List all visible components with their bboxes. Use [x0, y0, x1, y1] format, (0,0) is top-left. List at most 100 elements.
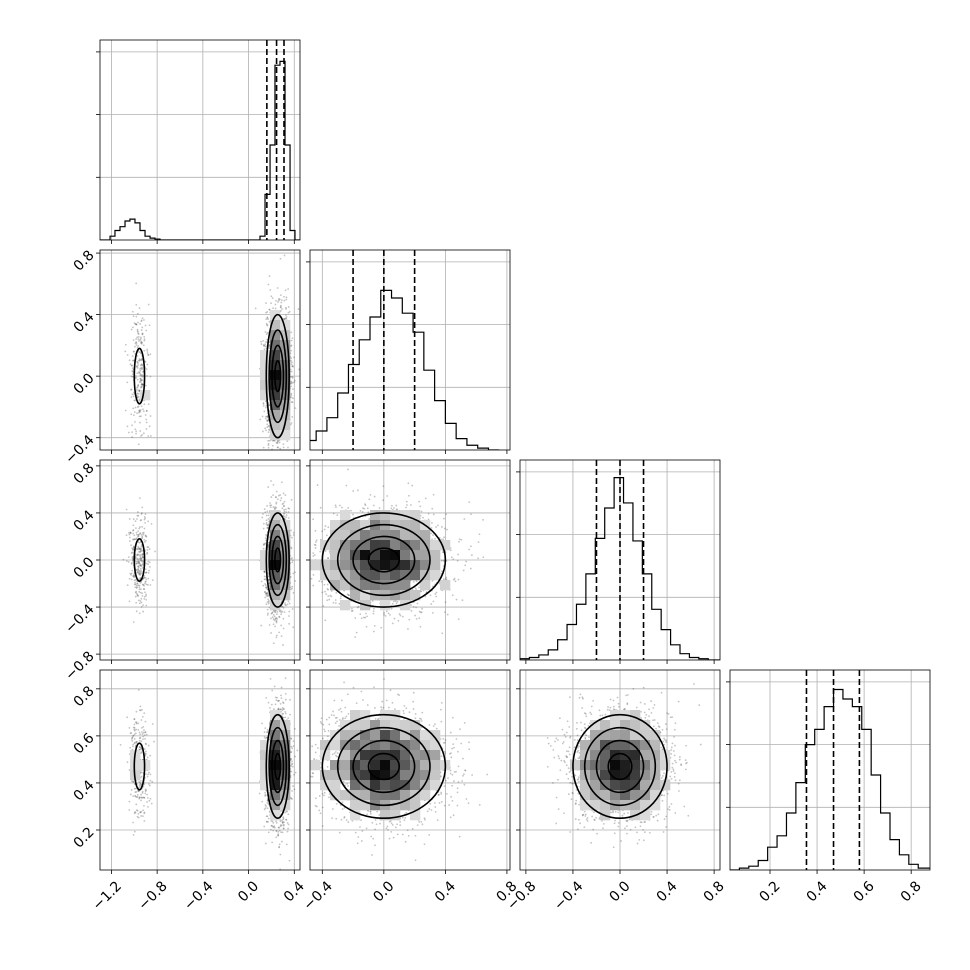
scatter-point	[140, 543, 143, 546]
scatter-point	[276, 287, 279, 289]
scatter-point	[141, 375, 144, 378]
scatter-point	[285, 308, 287, 310]
scatter-point	[139, 564, 142, 567]
scatter-point	[260, 580, 263, 583]
scatter-point	[141, 594, 144, 597]
scatter-point	[140, 367, 143, 370]
scatter-point	[267, 593, 270, 596]
scatter-point	[140, 545, 143, 548]
scatter-point	[264, 537, 267, 540]
scatter-point	[284, 518, 287, 521]
scatter-point	[281, 308, 283, 310]
scatter-point	[275, 634, 278, 637]
density-cell	[140, 390, 151, 401]
scatter-point	[124, 350, 127, 353]
scatter-point	[281, 605, 284, 608]
scatter-point	[145, 604, 148, 607]
scatter-point	[275, 617, 278, 619]
density-cell	[270, 350, 281, 361]
scatter-point	[139, 548, 142, 551]
density-cell	[260, 350, 271, 361]
scatter-point	[135, 601, 138, 604]
scatter-point	[277, 446, 279, 449]
scatter-point	[132, 359, 134, 362]
scatter-point	[139, 553, 142, 556]
scatter-point	[259, 418, 262, 421]
scatter-point	[265, 521, 268, 524]
scatter-point	[131, 436, 134, 438]
scatter-point	[272, 462, 274, 464]
scatter-point	[271, 611, 274, 614]
scatter-point	[130, 552, 133, 555]
scatter-point	[140, 375, 143, 378]
scatter-point	[139, 379, 142, 381]
scatter-point	[137, 568, 140, 571]
scatter-point	[140, 559, 143, 562]
scatter-point	[279, 309, 282, 312]
scatter-point	[142, 562, 144, 565]
scatter-point	[260, 624, 263, 627]
scatter-point	[135, 538, 138, 541]
scatter-point	[138, 570, 141, 572]
scatter-point	[131, 548, 134, 551]
tick-label-y: −0.4	[62, 601, 97, 636]
scatter-point	[134, 428, 137, 431]
scatter-point	[266, 510, 269, 513]
scatter-point	[138, 572, 141, 574]
scatter-point	[141, 583, 144, 586]
scatter-point	[268, 403, 270, 405]
scatter-point	[138, 560, 141, 563]
scatter-point	[137, 389, 140, 392]
scatter-point	[135, 430, 138, 433]
scatter-point	[150, 435, 152, 437]
scatter-point	[291, 559, 294, 562]
scatter-point	[265, 341, 267, 343]
scatter-point	[290, 557, 293, 560]
scatter-point	[136, 366, 139, 369]
scatter-point	[265, 415, 267, 418]
scatter-point	[285, 514, 288, 517]
scatter-point	[291, 536, 293, 539]
scatter-point	[268, 520, 271, 523]
scatter-point	[267, 544, 270, 547]
scatter-point	[144, 324, 147, 327]
scatter-point	[268, 345, 271, 348]
scatter-point	[130, 375, 133, 378]
scatter-point	[146, 546, 149, 548]
scatter-point	[277, 301, 279, 303]
scatter-point	[291, 561, 294, 564]
scatter-point	[139, 572, 142, 575]
scatter-point	[283, 458, 285, 460]
scatter-point	[141, 559, 144, 562]
scatter-point	[288, 615, 290, 617]
scatter-point	[268, 344, 271, 346]
scatter-point	[291, 337, 294, 340]
scatter-point	[133, 545, 135, 548]
scatter-point	[270, 617, 272, 620]
scatter-point	[293, 381, 296, 383]
scatter-point	[139, 559, 142, 562]
scatter-point	[138, 573, 141, 576]
scatter-point	[145, 571, 148, 574]
scatter-point	[139, 555, 142, 557]
scatter-point	[135, 303, 138, 306]
scatter-point	[140, 383, 143, 386]
scatter-point	[291, 365, 294, 367]
scatter-point	[291, 608, 294, 610]
scatter-point	[131, 364, 133, 367]
scatter-point	[292, 572, 295, 575]
scatter-point	[143, 588, 145, 590]
tick-label-y: 0.0	[71, 554, 98, 581]
scatter-point	[135, 537, 138, 540]
scatter-point	[130, 364, 133, 367]
scatter-point	[140, 548, 143, 551]
scatter-point	[145, 409, 148, 412]
scatter-point	[136, 571, 139, 574]
scatter-point	[293, 356, 296, 359]
density-cell	[280, 430, 291, 441]
scatter-point	[136, 328, 139, 331]
scatter-point	[140, 386, 142, 389]
scatter-point	[141, 566, 144, 569]
scatter-point	[138, 409, 140, 412]
scatter-point	[128, 359, 131, 362]
